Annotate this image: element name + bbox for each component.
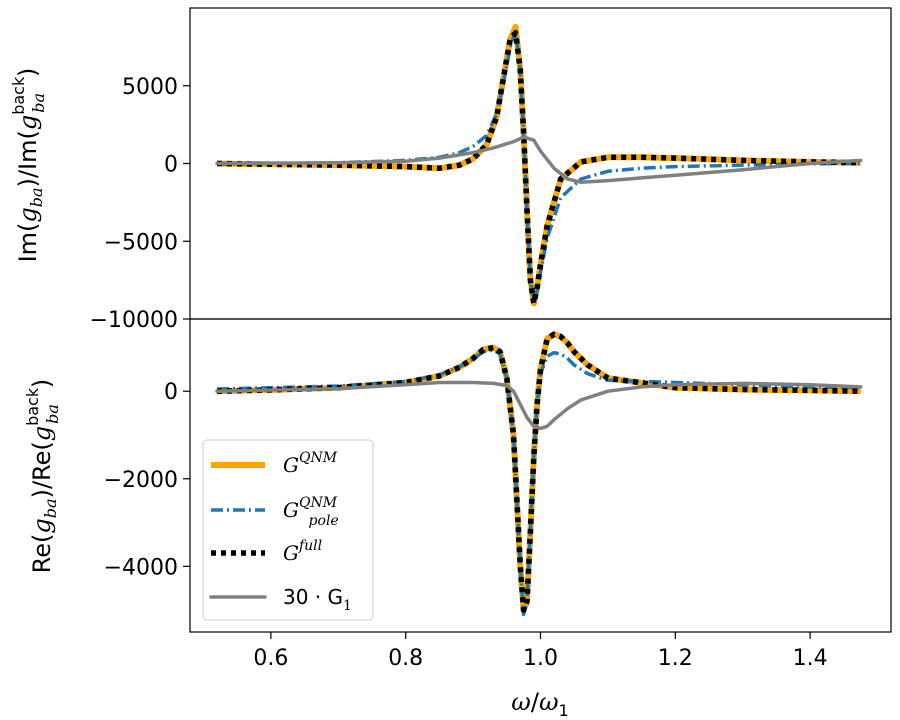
x-tick-label: 0.8 [388, 646, 423, 671]
bottom-y-tick-label: 0 [164, 380, 178, 405]
x-tick-label: 1.0 [523, 646, 558, 671]
top-series-group [215, 23, 863, 307]
legend-label: 30 · G1 [283, 585, 352, 614]
top-series-g-qnm-pole-line [216, 29, 861, 306]
legend-label: Gfull [283, 538, 322, 565]
top-y-axis-label: Im(gba)/Im(gbackba) [9, 68, 48, 263]
bottom-series-g1-scaled-line [215, 380, 863, 431]
x-ticks: 0.6 0.8 1.0 1.2 1.4 [253, 632, 828, 671]
top-y-tick-label: −10000 [90, 308, 178, 333]
top-series-g-full-line [216, 30, 861, 307]
x-tick-label: 0.6 [253, 646, 288, 671]
bottom-panel: 0 −2000 −4000 0.6 0.8 1.0 1.2 1.4 Re(gba)/Re(g… [23, 319, 891, 720]
bottom-y-tick-label: −4000 [104, 555, 178, 580]
top-series-g1-scaled-line [215, 135, 863, 184]
legend: GQNM GQNM pole Gfull 30 · G1 [202, 439, 374, 621]
top-panel: 5000 0 −5000 −10000 Im(gba)/Im(gbackba) [9, 8, 891, 333]
top-y-tick-label: −5000 [104, 230, 178, 255]
bottom-series-g-full-line [216, 331, 861, 613]
legend-box [202, 439, 374, 621]
bottom-series-group [215, 331, 863, 617]
x-tick-label: 1.4 [793, 646, 828, 671]
bottom-frame [189, 318, 892, 633]
bottom-y-ticks: 0 −2000 −4000 [104, 380, 190, 580]
top-y-tick-label: 5000 [122, 75, 178, 100]
top-y-tick-label: 0 [164, 153, 178, 178]
bottom-y-axis-label: Re(gba)/Re(gbackba) [23, 379, 62, 574]
x-axis-label: ω/ω1 [511, 688, 568, 720]
legend-label: GQNM [283, 450, 338, 477]
legend-label: GQNM pole [283, 495, 339, 529]
bottom-y-tick-label: −2000 [104, 468, 178, 493]
x-tick-label: 1.2 [658, 646, 693, 671]
top-y-ticks: 5000 0 −5000 −10000 [90, 75, 190, 333]
